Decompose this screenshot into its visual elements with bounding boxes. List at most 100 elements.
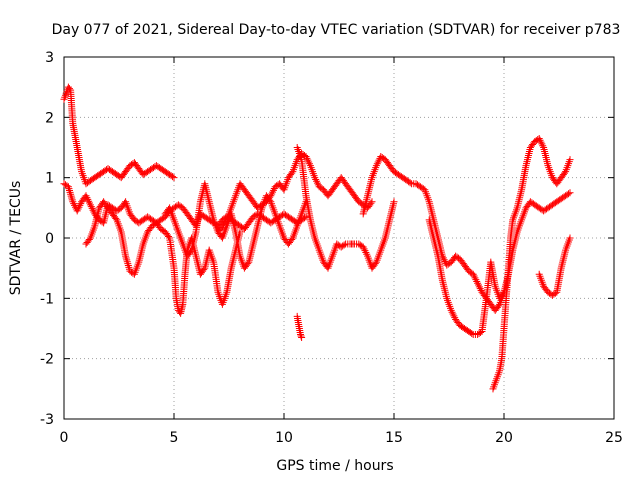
data-point	[371, 260, 379, 268]
data-point	[122, 254, 130, 262]
data-point	[539, 142, 547, 150]
data-point	[304, 156, 312, 164]
data-point	[495, 302, 502, 310]
data-point	[447, 306, 455, 314]
data-point	[67, 190, 75, 198]
x-axis-label: GPS time / hours	[276, 458, 393, 474]
data-point	[288, 236, 296, 244]
data-point	[244, 260, 252, 268]
data-point	[165, 232, 172, 240]
data-point	[565, 190, 573, 198]
data-point	[361, 247, 369, 255]
data-point	[85, 236, 93, 244]
data-point	[288, 169, 296, 177]
data-point	[124, 262, 132, 270]
data-point	[450, 312, 458, 320]
data-point	[124, 260, 132, 268]
data-point	[70, 200, 78, 208]
data-point	[566, 156, 574, 164]
data-point	[222, 217, 230, 225]
x-tick-label: 0	[60, 430, 69, 446]
data-point	[313, 179, 321, 187]
x-tick-label: 15	[385, 430, 403, 446]
y-tick-label: 0	[45, 231, 54, 247]
series-track-3	[82, 198, 244, 317]
y-axis-label: SDTVAR / TECUs	[8, 181, 24, 296]
data-point	[373, 160, 381, 168]
data-point	[85, 197, 93, 205]
data-point	[359, 243, 367, 251]
data-point	[561, 169, 568, 177]
data-point	[75, 203, 83, 211]
y-tick-label: -2	[40, 352, 54, 368]
data-point	[83, 194, 91, 202]
x-tick-label: 5	[170, 430, 179, 446]
data-point	[298, 334, 306, 342]
data-point	[566, 189, 574, 197]
data-point	[170, 174, 178, 182]
data-point	[123, 258, 131, 266]
data-point	[474, 279, 482, 287]
data-point	[74, 205, 82, 213]
data-point	[86, 201, 94, 209]
x-axis: 0 5 10 15 20 25	[60, 57, 623, 446]
data-point	[406, 179, 414, 187]
data-point	[362, 248, 370, 256]
data-point	[267, 192, 275, 200]
data-point	[112, 214, 120, 222]
data-point	[297, 332, 305, 340]
data-point	[448, 308, 456, 316]
data-point	[537, 138, 545, 146]
series-track-2	[60, 180, 310, 233]
data-point	[474, 281, 482, 289]
data-point	[368, 198, 376, 206]
data-point	[312, 175, 320, 183]
chart-title: Day 077 of 2021, Sidereal Day-to-day VTE…	[52, 22, 621, 38]
data-point	[297, 331, 304, 339]
data-point	[340, 241, 348, 249]
series-track-8	[425, 189, 574, 339]
data-point	[449, 310, 457, 318]
data-point	[84, 195, 92, 203]
data-point	[76, 201, 84, 209]
y-tick-label: -1	[40, 291, 54, 307]
data-point	[86, 199, 94, 207]
data-point	[169, 173, 177, 181]
data-point	[566, 234, 574, 242]
data-point	[306, 160, 314, 168]
data-point	[87, 203, 95, 211]
data-point	[311, 174, 319, 182]
data-point	[66, 85, 73, 93]
data-point	[302, 213, 310, 221]
data-point	[475, 283, 483, 291]
data-point	[372, 162, 380, 170]
data-point	[374, 158, 382, 166]
data-point	[476, 285, 484, 293]
data-point	[305, 158, 313, 166]
data-point	[69, 198, 77, 206]
series-track-1	[60, 83, 178, 188]
data-point	[472, 276, 480, 284]
data-point	[477, 329, 485, 337]
data-point	[82, 192, 90, 200]
data-point	[469, 270, 477, 278]
data-point	[470, 272, 478, 280]
data-point	[67, 192, 75, 200]
y-tick-label: 3	[45, 50, 54, 66]
data-point	[123, 256, 131, 264]
data-point	[468, 330, 476, 338]
data-point	[390, 198, 398, 206]
data-point	[538, 140, 546, 148]
data-point	[363, 250, 371, 258]
x-tick-label: 25	[605, 430, 623, 446]
series-track-10	[293, 234, 574, 342]
data-point	[88, 204, 96, 212]
y-axis: -3 -2 -1 0 1 2 3	[40, 50, 614, 428]
data-point	[269, 188, 277, 196]
data-point	[66, 188, 74, 196]
data-point	[535, 134, 543, 142]
series-track-4	[161, 180, 310, 272]
data-point	[303, 154, 311, 162]
data-point	[269, 186, 277, 194]
